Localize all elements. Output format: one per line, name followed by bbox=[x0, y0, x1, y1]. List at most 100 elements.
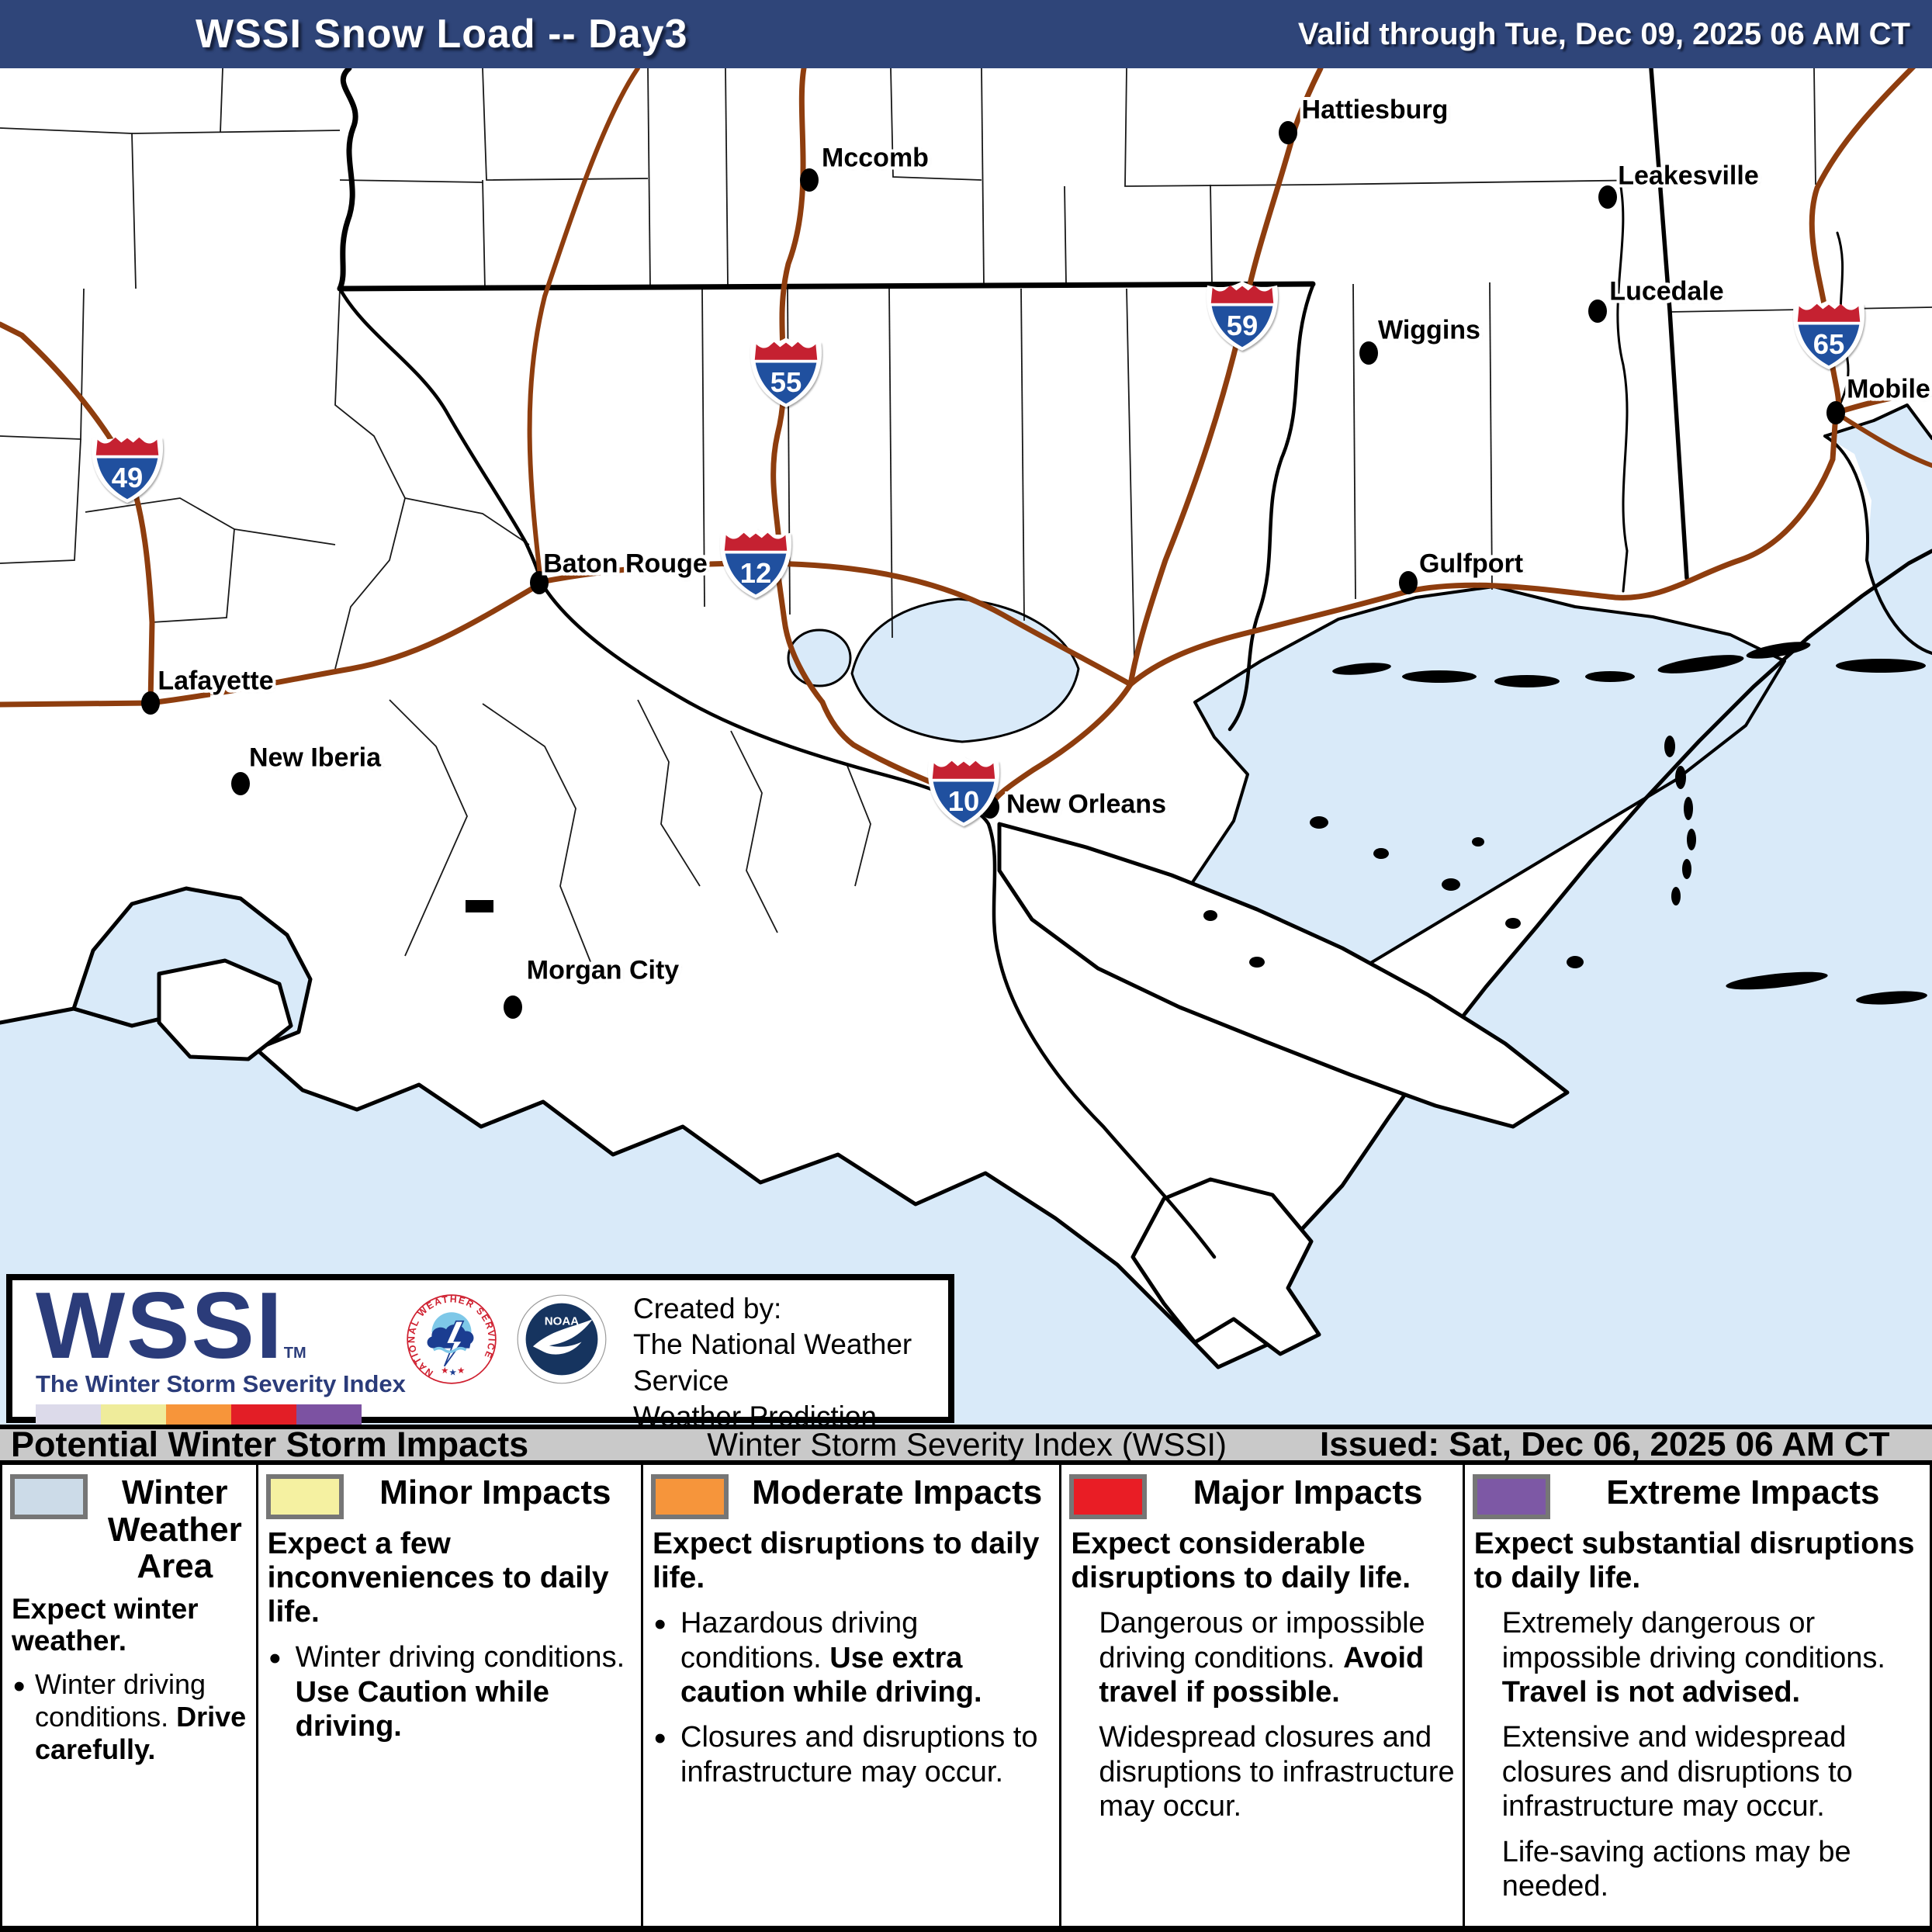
southeast-louisiana-marsh bbox=[997, 822, 1570, 1129]
highways bbox=[0, 61, 1932, 811]
legend-item: Extensive and widespread closures and di… bbox=[1474, 1720, 1923, 1823]
noaa-logo-text: NOAA bbox=[545, 1314, 580, 1328]
marsh-island bbox=[157, 958, 293, 1061]
legend-column-minor-impacts: Minor Impacts Expect a few inconveniences… bbox=[258, 1465, 644, 1926]
mississippi-river-lower bbox=[338, 286, 1217, 1259]
i10-coast-route bbox=[1127, 389, 1932, 687]
city-dot-lafayette bbox=[141, 691, 160, 715]
i10-west-route bbox=[0, 580, 544, 708]
city-dot-baton-rouge bbox=[530, 571, 549, 594]
legend-column-moderate-impacts: Moderate Impacts Expect disruptions to da… bbox=[643, 1465, 1062, 1926]
strip-color-2 bbox=[166, 1404, 231, 1425]
city-label-morgan-city: Morgan City bbox=[526, 955, 680, 985]
legend-item: Widespread closures and disruptions to i… bbox=[1071, 1720, 1456, 1823]
city-dot-hattiesburg bbox=[1279, 121, 1297, 144]
svg-text:55: 55 bbox=[770, 366, 802, 398]
legend-lead-text: Expect disruptions to daily life. bbox=[653, 1527, 1040, 1595]
city-dot-mobile bbox=[1826, 401, 1845, 424]
issued-bar-left-title: Potential Winter Storm Impacts bbox=[11, 1425, 529, 1464]
map-geography bbox=[0, 61, 1932, 1432]
city-label-lafayette: Lafayette bbox=[158, 666, 274, 696]
wssi-subtitle: The Winter Storm Severity Index bbox=[36, 1370, 406, 1398]
coastlines bbox=[0, 403, 1932, 1369]
impacts-legend: Winter Weather Area Expect winter weather… bbox=[0, 1465, 1932, 1932]
legend-lead-text: Expect winter weather. bbox=[12, 1592, 199, 1657]
svg-text:★: ★ bbox=[457, 1366, 465, 1376]
louisiana-mississippi-line bbox=[337, 281, 1316, 292]
legend-title: Moderate Impacts bbox=[752, 1473, 1043, 1511]
legend-item: Dangerous or impossible driving conditio… bbox=[1071, 1606, 1456, 1709]
legend-title: Extreme Impacts bbox=[1606, 1473, 1880, 1511]
legend-item: Extremely dangerous or impossible drivin… bbox=[1474, 1606, 1923, 1709]
city-dot-mccomb bbox=[800, 168, 819, 192]
barrier-islands bbox=[466, 642, 1927, 1005]
city-label-new-iberia: New Iberia bbox=[248, 743, 382, 773]
i12-route bbox=[538, 560, 1134, 687]
svg-text:★: ★ bbox=[449, 1367, 457, 1377]
legend-item-text: Extensive and widespread closures and di… bbox=[1501, 1721, 1853, 1823]
strip-color-0 bbox=[36, 1404, 101, 1425]
interstate-65-shield-icon: 65 bbox=[1792, 299, 1866, 370]
svg-text:10: 10 bbox=[948, 785, 980, 817]
legend-swatch bbox=[651, 1474, 729, 1519]
legend-item-bold-text: Travel is not advised. bbox=[1501, 1676, 1801, 1709]
page-title: WSSI Snow Load -- Day3 bbox=[196, 12, 688, 57]
legend-swatch bbox=[265, 1474, 344, 1519]
legend-title: Winter Weather Area bbox=[107, 1473, 242, 1586]
city-dot-gulfport bbox=[1399, 571, 1418, 594]
gulf-of-mexico bbox=[0, 551, 1932, 1432]
map-label-layer: Mccomb Hattiesburg Leakesville Lucedale Wigg… bbox=[95, 95, 1930, 1019]
city-label-leakesville: Leakesville bbox=[1618, 161, 1759, 191]
mobile-bay bbox=[1825, 405, 1932, 653]
pascagoula-river bbox=[1616, 181, 1629, 593]
city-dot-lucedale bbox=[1588, 299, 1607, 323]
birdfoot-delta bbox=[1130, 1177, 1321, 1356]
wssi-wordmark: WSSI bbox=[36, 1272, 284, 1378]
city-label-mccomb: Mccomb bbox=[822, 143, 929, 173]
created-by-line1: Created by: bbox=[633, 1293, 782, 1324]
legend-title: Major Impacts bbox=[1193, 1473, 1423, 1511]
lake-pontchartrain bbox=[852, 599, 1079, 742]
interstate-10-shield-icon: 10 bbox=[926, 756, 1001, 827]
legend-item-text: Extremely dangerous or impossible drivin… bbox=[1501, 1607, 1885, 1674]
svg-text:65: 65 bbox=[1813, 328, 1845, 360]
legend-column-major-impacts: Major Impacts Expect considerable disrupt… bbox=[1061, 1465, 1465, 1926]
interstate-12-shield-icon: 12 bbox=[718, 528, 793, 599]
city-dot-morgan-city bbox=[504, 995, 522, 1019]
mississippi-alabama-line bbox=[1649, 66, 1689, 580]
svg-text:12: 12 bbox=[740, 557, 772, 589]
legend-column-extreme-impacts: Extreme Impacts Expect substantial disrup… bbox=[1465, 1465, 1930, 1926]
legend-lead-text: Expect considerable disruptions to daily… bbox=[1071, 1527, 1411, 1595]
svg-text:49: 49 bbox=[112, 462, 144, 493]
city-label-hattiesburg: Hattiesburg bbox=[1301, 95, 1449, 125]
legend-item: Hazardous driving conditions. Use extra … bbox=[653, 1605, 1053, 1709]
issued-bar-center-title: Winter Storm Severity Index (WSSI) bbox=[707, 1426, 1227, 1463]
legend-column-winter-weather-area: Winter Weather Area Expect winter weather… bbox=[2, 1465, 258, 1926]
legend-item: Winter driving conditions. Use Caution w… bbox=[268, 1639, 635, 1743]
legend-item-bold-text: Avoid travel if possible. bbox=[1099, 1641, 1425, 1709]
legend-swatch bbox=[1069, 1474, 1148, 1519]
city-dot-leakesville bbox=[1598, 185, 1617, 209]
valid-through-text: Valid through Tue, Dec 09, 2025 06 AM CT bbox=[1297, 16, 1910, 51]
city-dot-new-iberia bbox=[231, 772, 250, 795]
legend-item-text: Winter driving conditions. bbox=[295, 1641, 625, 1674]
legend-item: Winter driving conditions. Drive careful… bbox=[12, 1667, 250, 1766]
city-label-lucedale: Lucedale bbox=[1609, 276, 1724, 306]
legend-item-text: Life-saving actions may be needed. bbox=[1501, 1835, 1851, 1903]
wssi-severity-color-strip bbox=[36, 1404, 362, 1425]
legend-item-text: Hazardous driving conditions. bbox=[680, 1607, 919, 1674]
issued-bar: Potential Winter Storm Impacts Winter St… bbox=[0, 1425, 1932, 1465]
state-boundaries bbox=[337, 66, 1689, 580]
legend-lead-text: Expect a few inconveniences to daily lif… bbox=[267, 1527, 609, 1629]
mobile-east-route bbox=[1833, 410, 1932, 468]
pearl-river bbox=[1227, 283, 1315, 732]
city-dot-wiggins bbox=[1359, 341, 1378, 365]
legend-swatch bbox=[10, 1474, 88, 1519]
legend-item-text: Winter driving conditions. bbox=[35, 1668, 206, 1733]
interstate-55-shield-icon: 55 bbox=[749, 337, 823, 408]
delta-marsh-land bbox=[157, 822, 1570, 1356]
wssi-wordmark-block: WSSITM The Winter Storm Severity Index bbox=[12, 1278, 406, 1425]
legend-swatch bbox=[1472, 1474, 1550, 1519]
city-label-gulfport: Gulfport bbox=[1418, 549, 1524, 579]
